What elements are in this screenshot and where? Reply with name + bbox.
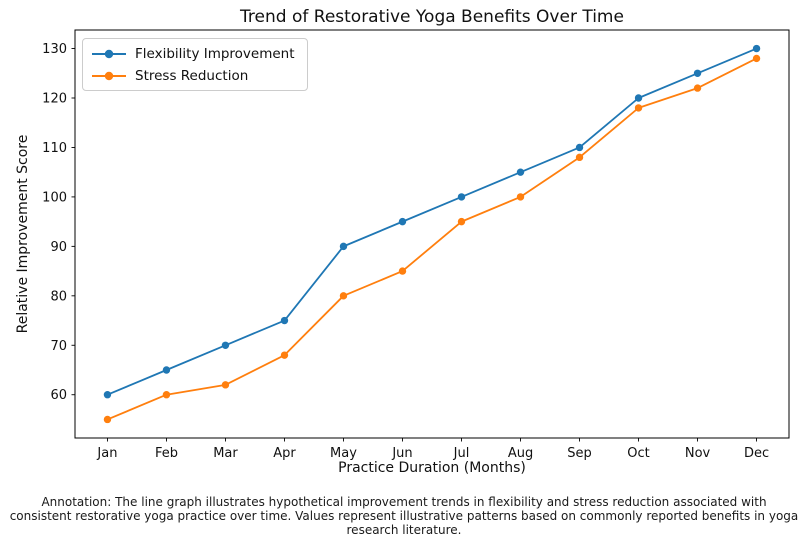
x-tick-label: Sep bbox=[567, 446, 592, 461]
y-tick-label: 70 bbox=[50, 339, 67, 354]
y-tick-label: 120 bbox=[42, 92, 67, 107]
data-point-marker bbox=[280, 351, 289, 359]
data-point-marker bbox=[103, 391, 112, 399]
x-tick-label: Aug bbox=[508, 446, 533, 461]
y-tick-label: 110 bbox=[42, 141, 67, 156]
x-tick-label: Dec bbox=[744, 446, 769, 461]
data-point-marker bbox=[693, 69, 702, 77]
data-point-marker bbox=[752, 54, 761, 63]
data-point-marker bbox=[693, 84, 702, 92]
legend: Flexibility Improvement Stress Reduction bbox=[82, 38, 308, 91]
series-line bbox=[106, 47, 758, 396]
legend-item: Stress Reduction bbox=[91, 66, 295, 85]
data-point-marker bbox=[339, 292, 348, 300]
x-axis-label: Practice Duration (Months) bbox=[338, 460, 526, 476]
legend-line-marker-icon bbox=[92, 71, 126, 80]
y-axis-label: Relative Improvement Score bbox=[15, 134, 31, 334]
x-tick-label: Jun bbox=[391, 446, 412, 461]
x-tick-label: Oct bbox=[627, 446, 649, 461]
y-tick-label: 90 bbox=[50, 240, 67, 255]
data-point-marker bbox=[162, 391, 171, 399]
x-tick-label: Nov bbox=[685, 446, 711, 461]
data-point-marker bbox=[221, 341, 230, 349]
y-tick-label: 100 bbox=[42, 190, 67, 205]
data-point-marker bbox=[398, 267, 407, 275]
legend-label: Flexibility Improvement bbox=[135, 45, 295, 62]
data-point-marker bbox=[516, 193, 525, 201]
data-point-marker bbox=[634, 94, 643, 102]
legend-label: Stress Reduction bbox=[135, 67, 249, 84]
data-point-marker bbox=[339, 242, 348, 251]
data-point-marker bbox=[752, 44, 761, 53]
annotation-text: Annotation: The line graph illustrates h… bbox=[9, 495, 799, 538]
data-point-marker bbox=[634, 104, 643, 112]
x-tick-label: Jul bbox=[453, 446, 470, 461]
data-point-marker bbox=[103, 415, 112, 424]
x-tick-label: Mar bbox=[213, 446, 238, 461]
data-point-marker bbox=[398, 217, 407, 226]
plot-area: 60 70 80 90 100 110 120 130 Jan Feb Mar Apr May Jun Ju… bbox=[42, 29, 790, 461]
data-point-marker bbox=[280, 316, 289, 325]
data-point-marker bbox=[575, 143, 584, 152]
legend-line-marker-icon bbox=[92, 49, 126, 58]
series-line bbox=[106, 57, 758, 421]
x-tick-label: Feb bbox=[155, 446, 178, 461]
data-point-marker bbox=[457, 193, 466, 201]
x-tick-label: May bbox=[330, 446, 357, 461]
y-tick-label: 60 bbox=[50, 388, 67, 403]
data-point-marker bbox=[575, 153, 584, 162]
x-tick-label: Jan bbox=[96, 446, 117, 461]
y-tick-label: 130 bbox=[42, 42, 67, 57]
plot-border bbox=[74, 29, 790, 439]
data-point-marker bbox=[516, 168, 525, 176]
chart-title: Trend of Restorative Yoga Benefits Over … bbox=[240, 7, 624, 27]
data-point-marker bbox=[162, 366, 171, 374]
x-tick-label: Apr bbox=[273, 446, 296, 461]
data-point-marker bbox=[457, 217, 466, 226]
legend-item: Flexibility Improvement bbox=[91, 44, 295, 63]
data-point-marker bbox=[221, 381, 230, 389]
y-tick-label: 80 bbox=[50, 289, 67, 304]
